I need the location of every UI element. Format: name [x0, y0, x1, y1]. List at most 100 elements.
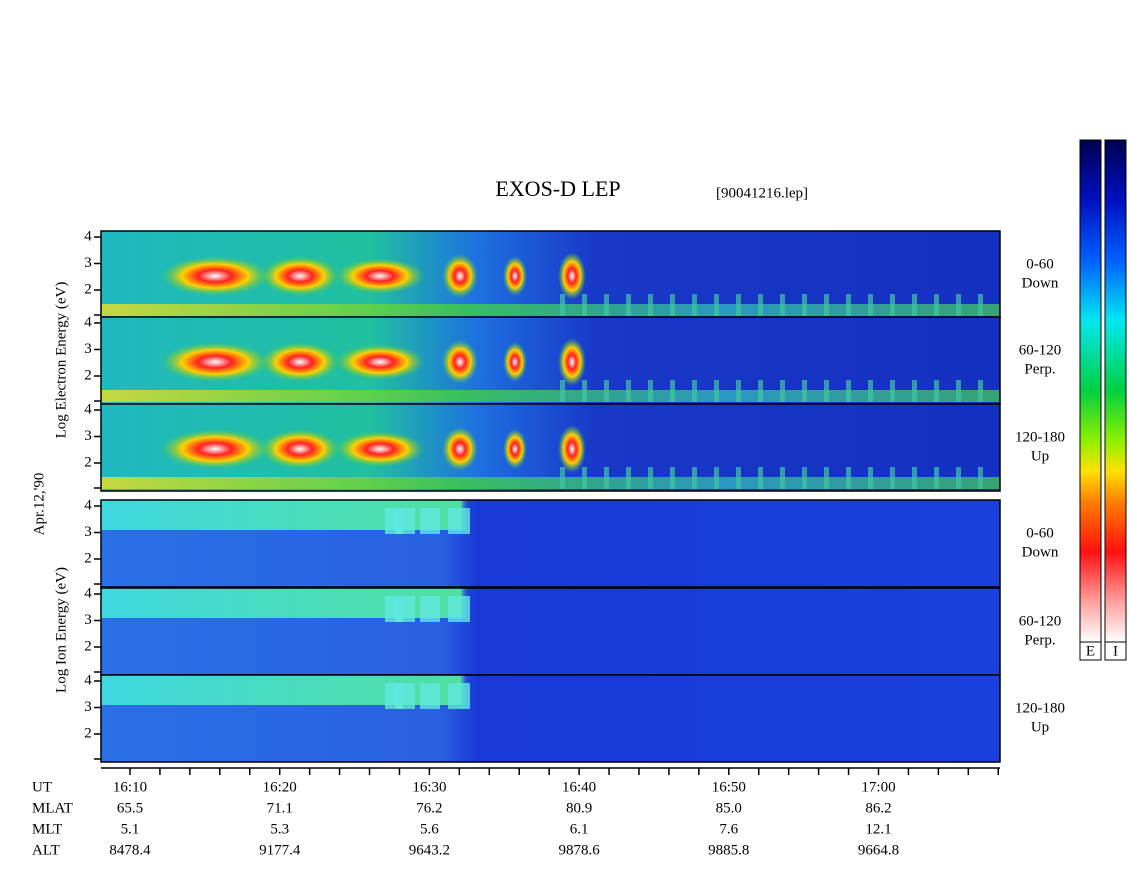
panel-direction: Perp.	[1024, 632, 1055, 648]
row-value: 12.1	[865, 821, 891, 837]
panel-angle: 120-180	[1015, 700, 1065, 716]
spectrogram-streak	[714, 294, 719, 316]
panel-direction: Down	[1022, 275, 1059, 291]
spectrogram-hot	[503, 342, 527, 382]
spectrogram-streak	[868, 294, 873, 316]
row-value: 9878.6	[558, 842, 600, 858]
spectrogram-hot	[260, 342, 340, 382]
spectrogram-patch	[395, 683, 415, 709]
spectrogram-patch	[420, 596, 440, 622]
row-value: 86.2	[865, 800, 891, 816]
spectrogram-streak	[670, 294, 675, 316]
row-label: MLAT	[32, 800, 73, 816]
spectrogram-hot	[558, 425, 586, 473]
spectrogram-streak	[890, 294, 895, 316]
spectrogram-streak	[582, 294, 587, 316]
spectrogram-patch	[448, 596, 470, 622]
y-tick-label: 4	[84, 497, 92, 513]
row-label: UT	[32, 779, 52, 795]
y-tick-label: 2	[84, 367, 92, 383]
spectrogram-streak	[978, 467, 983, 489]
panel-angle: 60-120	[1019, 342, 1062, 358]
spectrogram-top	[101, 500, 1000, 530]
spectrogram-streak	[736, 380, 741, 402]
spectrogram-patch	[395, 596, 415, 622]
y-tick-label: 2	[84, 281, 92, 297]
spectrogram-streak	[978, 380, 983, 402]
colorbar	[1079, 139, 1102, 643]
spectrogram-hot	[260, 256, 340, 296]
row-value: 16:40	[562, 779, 596, 795]
spectrogram-streak	[780, 380, 785, 402]
spectrogram-streak	[560, 380, 565, 402]
spectrogram-streak	[758, 467, 763, 489]
row-value: 71.1	[267, 800, 293, 816]
spectrogram-streak	[670, 380, 675, 402]
spectrogram-streak	[868, 467, 873, 489]
spectrogram-band	[101, 477, 1000, 489]
spectrogram-streak	[890, 380, 895, 402]
spectrogram-streak	[758, 294, 763, 316]
spectrogram-streak	[604, 467, 609, 489]
spectrogram-streak	[824, 294, 829, 316]
spectrogram-streak	[604, 380, 609, 402]
y-tick-label: 4	[84, 585, 92, 601]
y-tick-label: 4	[84, 228, 92, 244]
panel-direction: Perp.	[1024, 361, 1055, 377]
colorbar-label: E	[1086, 643, 1095, 659]
row-value: 5.6	[420, 821, 439, 837]
row-value: 5.1	[121, 821, 140, 837]
spectrogram-streak	[736, 467, 741, 489]
row-label: MLT	[32, 821, 62, 837]
spectrogram-streak	[670, 467, 675, 489]
spectrogram-hot	[558, 252, 586, 300]
row-value: 65.5	[117, 800, 143, 816]
spectrogram-streak	[736, 294, 741, 316]
spectrogram-top	[101, 675, 1000, 705]
panel-angle: 120-180	[1015, 429, 1065, 445]
spectrogram-streak	[714, 380, 719, 402]
y-tick-label: 2	[84, 550, 92, 566]
spectrogram-streak	[912, 380, 917, 402]
y-tick-label: 3	[84, 255, 92, 271]
row-value: 8478.4	[109, 842, 151, 858]
spectrogram-streak	[604, 294, 609, 316]
row-value: 16:20	[263, 779, 297, 795]
row-label: ALT	[32, 842, 60, 858]
spectrogram-streak	[626, 467, 631, 489]
spectrogram-hot	[442, 340, 478, 384]
spectrogram-band	[101, 304, 1000, 316]
panel-angle: 0-60	[1026, 256, 1054, 272]
spectrogram-hot	[335, 344, 425, 380]
footer: UT 16:10 16:20 16:30 16:40 16:50 17:00 MLAT 65.5…	[32, 767, 1000, 858]
spectrogram-streak	[868, 380, 873, 402]
spectrogram-patch	[420, 508, 440, 534]
y-tick-label: 2	[84, 725, 92, 741]
y-tick-label: 3	[84, 341, 92, 357]
spectrogram-streak	[560, 467, 565, 489]
spectrogram-top	[101, 588, 1000, 618]
row-value: 76.2	[416, 800, 442, 816]
spectrogram-streak	[692, 467, 697, 489]
row-value: 9664.8	[858, 842, 899, 858]
row-value: 9177.4	[259, 842, 301, 858]
spectrogram-streak	[758, 380, 763, 402]
spectrogram-hot	[335, 258, 425, 294]
panel-direction: Up	[1031, 448, 1049, 464]
spectrogram-hot	[160, 429, 270, 469]
date-label: Apr.12,'90	[31, 473, 47, 536]
spectrogram-streak	[582, 467, 587, 489]
spectrogram-streak	[934, 294, 939, 316]
spectrogram-streak	[934, 467, 939, 489]
spectrogram-streak	[956, 294, 961, 316]
spectrogram-streak	[824, 467, 829, 489]
row-value: 80.9	[566, 800, 592, 816]
spectrogram-band	[101, 390, 1000, 402]
spectrogram-streak	[802, 294, 807, 316]
spectrogram-streak	[626, 294, 631, 316]
electron-axis-label: Log Electron Energy (eV)	[53, 282, 69, 439]
spectrogram-streak	[714, 467, 719, 489]
row-value: 6.1	[570, 821, 589, 837]
spectrogram-hot	[160, 342, 270, 382]
spectrogram-streak	[956, 467, 961, 489]
